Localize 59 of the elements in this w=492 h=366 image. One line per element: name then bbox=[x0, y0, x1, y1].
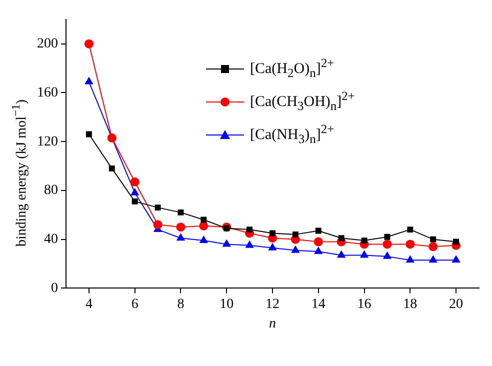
point bbox=[84, 77, 93, 84]
point bbox=[222, 240, 231, 247]
x-tick-label: 8 bbox=[177, 296, 184, 312]
point bbox=[154, 204, 161, 211]
point bbox=[268, 243, 276, 250]
point bbox=[429, 256, 438, 263]
point bbox=[291, 246, 300, 253]
x-tick-label: 16 bbox=[357, 296, 372, 312]
legend-label: [Ca(CH$_{3}$OH)$_{n}$]$^{2+}$ bbox=[250, 89, 355, 114]
point bbox=[178, 209, 184, 216]
point bbox=[407, 226, 414, 233]
y-tick-label: 200 bbox=[37, 36, 58, 52]
y-tick-label: 120 bbox=[37, 134, 58, 150]
point bbox=[200, 236, 208, 244]
point bbox=[337, 250, 346, 258]
point bbox=[314, 237, 323, 246]
point bbox=[360, 250, 368, 258]
y-tick-label: 0 bbox=[51, 280, 58, 296]
legend-label: [Ca(NH$_{3}$)$_{n}$]$^{2+}$ bbox=[250, 122, 334, 147]
point bbox=[383, 252, 392, 259]
x-tick-label: 6 bbox=[131, 296, 138, 312]
x-tick-label: 12 bbox=[266, 296, 280, 312]
point bbox=[270, 230, 276, 236]
point bbox=[406, 256, 414, 263]
point bbox=[130, 177, 140, 186]
point bbox=[176, 234, 185, 241]
point bbox=[292, 231, 298, 238]
point bbox=[453, 238, 460, 245]
x-tick-label: 4 bbox=[85, 296, 92, 312]
x-tick-label: 20 bbox=[449, 296, 464, 312]
point bbox=[314, 247, 322, 254]
point bbox=[452, 256, 460, 263]
y-tick-label: 80 bbox=[44, 183, 58, 198]
x-tick-label: 18 bbox=[403, 296, 418, 312]
point bbox=[428, 242, 438, 252]
point bbox=[153, 220, 162, 230]
point bbox=[382, 240, 392, 249]
point bbox=[108, 165, 115, 172]
point bbox=[176, 222, 186, 232]
x-tick-label: 14 bbox=[311, 296, 326, 312]
legend-label: [Ca(H$_{2}$O)$_{n}$]$^{2+}$ bbox=[250, 56, 334, 81]
point bbox=[246, 226, 253, 233]
point bbox=[130, 188, 139, 196]
point bbox=[406, 240, 415, 249]
point bbox=[430, 236, 436, 242]
x-axis-title: n bbox=[269, 316, 276, 332]
y-tick-label: 160 bbox=[37, 85, 58, 100]
point bbox=[200, 216, 207, 223]
point bbox=[84, 39, 94, 48]
x-tick-label: 10 bbox=[220, 296, 234, 312]
point bbox=[246, 240, 254, 248]
point bbox=[224, 225, 230, 232]
point bbox=[361, 238, 368, 244]
point bbox=[315, 228, 322, 234]
y-tick-label: 40 bbox=[44, 232, 58, 247]
point bbox=[338, 235, 344, 242]
point bbox=[384, 234, 390, 240]
point bbox=[86, 131, 92, 138]
point bbox=[132, 198, 138, 204]
